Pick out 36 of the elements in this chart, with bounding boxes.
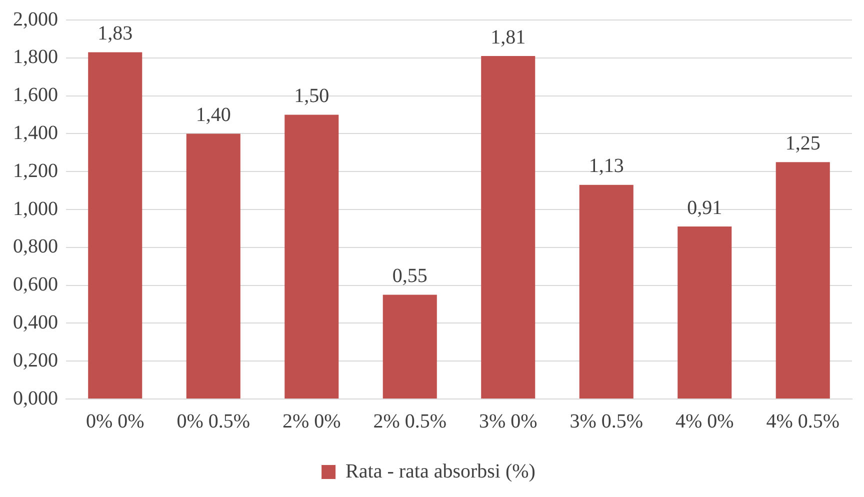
data-label: 1,81 bbox=[490, 26, 526, 48]
x-tick-label: 2% 0.5% bbox=[373, 410, 447, 432]
bar bbox=[382, 294, 437, 398]
bar bbox=[186, 134, 240, 398]
y-tick-label: 1,200 bbox=[13, 160, 58, 182]
bar bbox=[88, 52, 142, 398]
x-tick-label: 0% 0% bbox=[86, 410, 144, 432]
y-tick-label: 0,200 bbox=[13, 349, 58, 372]
data-label: 1,50 bbox=[294, 85, 330, 107]
x-tick-label: 2% 0% bbox=[282, 410, 341, 432]
y-tick-label: 0,800 bbox=[13, 236, 58, 258]
data-label: 1,13 bbox=[588, 155, 624, 178]
data-label: 0,91 bbox=[687, 196, 722, 219]
bar bbox=[481, 56, 536, 398]
y-tick-label: 0,000 bbox=[13, 387, 58, 410]
y-tick-label: 0,600 bbox=[13, 274, 58, 296]
data-label: 1,83 bbox=[98, 22, 133, 44]
data-label: 0,55 bbox=[392, 265, 428, 288]
x-tick-label: 4% 0.5% bbox=[766, 410, 840, 432]
y-tick-label: 1,600 bbox=[13, 84, 58, 106]
x-tick-label: 3% 0% bbox=[478, 410, 538, 432]
data-label: 1,25 bbox=[785, 132, 820, 154]
bar bbox=[579, 184, 634, 398]
data-label: 1,40 bbox=[196, 104, 231, 126]
y-tick-label: 0,400 bbox=[13, 311, 58, 334]
y-tick-label: 1,000 bbox=[13, 198, 58, 220]
y-tick-label: 1,800 bbox=[13, 46, 58, 68]
x-tick-label: 4% 0% bbox=[675, 410, 734, 432]
y-tick-label: 1,400 bbox=[13, 122, 58, 144]
x-tick-label: 3% 0.5% bbox=[570, 410, 644, 432]
y-tick-label: 2,000 bbox=[13, 8, 58, 30]
x-tick-label: 0% 0.5% bbox=[176, 410, 250, 432]
bar bbox=[284, 114, 339, 398]
legend-label: Rata - rata absorbsi (%) bbox=[346, 460, 536, 482]
bar bbox=[776, 162, 830, 398]
bar bbox=[678, 226, 732, 398]
